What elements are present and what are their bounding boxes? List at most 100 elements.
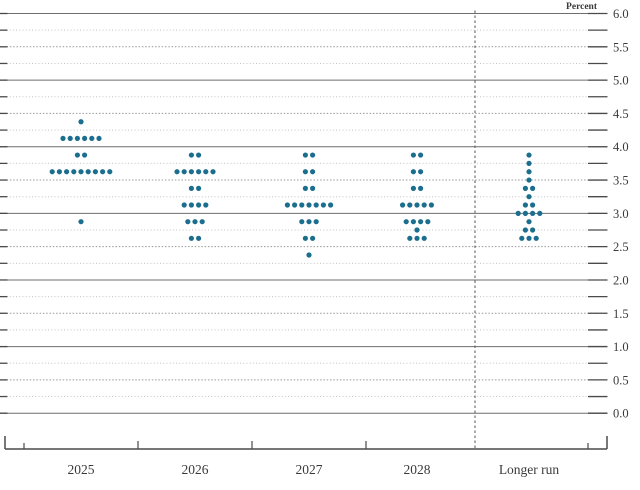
projection-dot	[533, 235, 539, 241]
projection-dot	[302, 185, 308, 191]
projection-dot	[418, 219, 424, 225]
projection-dot	[188, 169, 194, 175]
y-axis-tick-label: 4.0	[613, 140, 629, 154]
projection-dot	[188, 185, 194, 191]
projection-dot	[210, 169, 216, 175]
y-axis-tick-label: 0.5	[613, 373, 629, 387]
projection-dot	[414, 235, 420, 241]
y-axis-tick-label: 3.0	[613, 207, 629, 221]
projection-dot	[64, 169, 70, 175]
projection-dot	[410, 185, 416, 191]
projection-dot	[519, 235, 525, 241]
projection-dot	[313, 202, 319, 208]
projection-dot	[181, 169, 187, 175]
projection-dot	[188, 202, 194, 208]
projection-dot	[526, 177, 532, 183]
projection-dot	[196, 235, 202, 241]
projection-dot	[74, 135, 80, 142]
projection-dot	[403, 219, 409, 225]
projection-dot	[192, 219, 198, 225]
projection-dot	[400, 202, 406, 208]
projection-dot	[89, 135, 95, 142]
x-axis-category-label: 2028	[404, 462, 431, 477]
projection-dot	[421, 202, 427, 208]
projection-dot	[310, 169, 316, 175]
projection-dot	[414, 227, 420, 233]
projection-dot	[328, 202, 334, 208]
projection-dot	[410, 219, 416, 225]
projection-dot	[418, 169, 424, 175]
projection-dot	[199, 219, 205, 225]
y-axis-tick-label: 1.0	[613, 340, 629, 354]
projection-dot	[78, 119, 84, 125]
projection-dot	[299, 219, 305, 225]
projection-dot	[306, 202, 312, 208]
y-axis-tick-label: 1.5	[613, 307, 629, 321]
projection-dot	[196, 202, 202, 208]
projection-dot	[92, 169, 98, 175]
projection-dot	[526, 152, 532, 158]
projection-dot	[203, 169, 209, 175]
projection-dot	[407, 202, 413, 208]
y-axis-tick-label: 2.0	[613, 273, 629, 287]
projection-dot	[425, 219, 431, 225]
projection-dot	[522, 185, 529, 191]
y-axis-tick-label: 4.5	[613, 107, 629, 121]
projection-dot	[67, 135, 73, 142]
y-axis-tick-label: 0.0	[613, 407, 629, 421]
projection-dot	[299, 202, 305, 208]
projection-dot	[306, 252, 312, 258]
projection-dot	[310, 185, 316, 191]
x-axis-category-label: 2026	[182, 462, 209, 477]
projection-dot	[78, 169, 84, 175]
projection-dot	[302, 169, 308, 175]
projection-dot	[302, 235, 308, 241]
projection-dot	[428, 202, 434, 208]
projection-dot	[522, 202, 529, 208]
projection-dot	[100, 169, 106, 175]
projection-dot	[60, 135, 66, 142]
projection-dot	[410, 152, 416, 158]
projection-dot	[414, 202, 420, 208]
projection-dot	[306, 219, 312, 225]
projection-dot	[49, 169, 55, 175]
projection-dot	[522, 210, 529, 216]
projection-dot	[196, 152, 202, 158]
x-axis-category-label: 2025	[68, 462, 95, 477]
projection-dot	[526, 194, 532, 200]
projection-dot	[530, 185, 536, 191]
projection-dot	[85, 169, 91, 175]
projection-dot	[530, 210, 536, 216]
projection-dot	[292, 202, 298, 208]
gridlines	[0, 13, 608, 414]
projection-dot	[313, 219, 319, 225]
y-axis-tick-label: 3.5	[613, 174, 629, 188]
projection-dot	[526, 169, 532, 175]
projection-dot	[526, 160, 532, 166]
projection-dot	[407, 235, 413, 241]
projection-dot	[284, 202, 290, 208]
projection-dot	[196, 169, 202, 175]
projection-dot	[522, 227, 529, 233]
projection-dot	[188, 152, 194, 158]
projection-dot	[185, 219, 191, 225]
projection-dot	[188, 235, 194, 241]
y-axis-tick-label: 2.5	[613, 240, 629, 254]
y-axis-tick-label: 5.0	[613, 74, 629, 88]
projection-dot	[96, 135, 102, 142]
projection-dot	[537, 210, 543, 216]
projection-dot	[196, 185, 202, 191]
projection-dot	[418, 152, 424, 158]
projection-dot	[82, 135, 88, 142]
projection-dot	[320, 202, 326, 208]
projection-dot	[530, 202, 536, 208]
x-axis	[4, 436, 608, 450]
y-axis-tick-labels: 6.0 5.5 5.0 4.5 4.0 3.5 3.0 2.5 2.0 1.5 1.0 0.5 0.0	[613, 7, 629, 421]
x-axis-category-label: Longer run	[499, 462, 560, 477]
x-axis-category-label: 2027	[296, 462, 323, 477]
projection-dot	[78, 219, 84, 225]
y-axis-unit-label: Percent	[566, 2, 598, 12]
projection-dot	[418, 185, 424, 191]
projection-dot	[302, 152, 308, 158]
